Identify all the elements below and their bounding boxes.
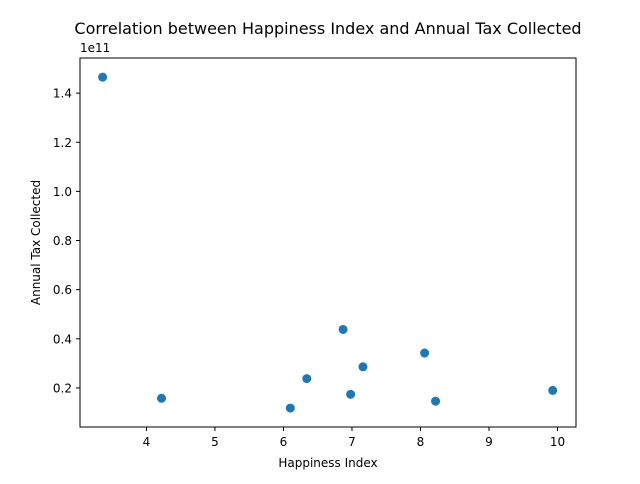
data-point-5 [346,389,356,399]
y-tick-label: 1.0 [53,185,72,199]
data-point-3 [302,374,312,384]
y-tick-label: 1.2 [53,136,72,150]
y-tick-label: 1.4 [53,87,72,101]
x-tick-label: 10 [550,435,565,449]
x-tick-label: 8 [417,435,425,449]
data-point-8 [431,396,441,406]
x-tick-label: 7 [348,435,356,449]
y-tick-label: 0.8 [53,234,72,248]
chart-title: Correlation between Happiness Index and … [74,19,581,38]
x-tick-label: 5 [211,435,219,449]
x-tick-label: 9 [485,435,493,449]
x-axis-label: Happiness Index [278,456,377,470]
x-tick-label: 4 [143,435,151,449]
data-points [98,72,558,413]
y-axis-offset-label: 1e11 [80,41,110,55]
data-point-4 [338,324,348,334]
y-axis-label: Annual Tax Collected [29,180,43,305]
data-point-1 [157,393,167,403]
data-point-7 [420,348,430,358]
data-point-9 [548,385,558,395]
x-axis-ticks: 4 5 6 7 8 9 10 [143,427,565,449]
plot-frame [79,57,577,428]
x-tick-label: 6 [280,435,288,449]
y-axis-ticks: 0.2 0.4 0.6 0.8 1.0 1.2 1.4 [53,87,80,395]
data-point-0 [98,72,108,82]
data-point-6 [358,362,368,372]
data-point-2 [285,403,295,413]
y-tick-label: 0.4 [53,332,72,346]
y-tick-label: 0.2 [53,381,72,395]
y-tick-label: 0.6 [53,283,72,297]
